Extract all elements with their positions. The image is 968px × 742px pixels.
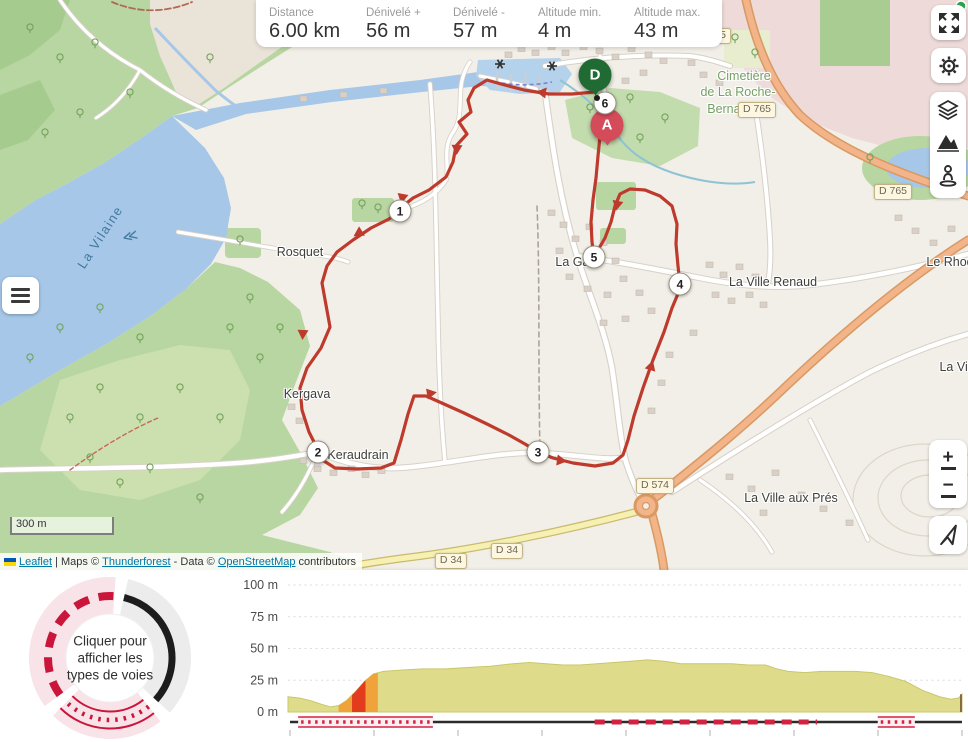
poi-star-icon — [495, 59, 505, 69]
mountain-icon — [937, 135, 959, 153]
navigation-arrow-icon — [940, 524, 957, 546]
stat-block: Altitude max. 43 m — [634, 6, 720, 42]
zoom-out-button[interactable]: − — [940, 475, 956, 498]
stat-label: Dénivelé - — [453, 6, 505, 19]
elevation-panel: Cliquer pour afficher les types de voies 0… — [0, 570, 968, 742]
svg-text:100 m: 100 m — [243, 578, 278, 592]
stat-value: 4 m — [538, 19, 572, 42]
ukraine-flag-icon — [4, 558, 16, 566]
stat-value: 56 m — [366, 19, 411, 42]
stat-value: 57 m — [453, 19, 498, 42]
svg-text:0 m: 0 m — [257, 705, 278, 719]
stat-block: Dénivelé +56 m — [366, 6, 453, 42]
stat-block: Dénivelé -57 m — [453, 6, 538, 42]
stat-label: Altitude min. — [538, 6, 602, 19]
waypoint-marker-1[interactable]: 1 — [388, 199, 412, 223]
settings-button[interactable] — [931, 48, 966, 83]
scale-label: 300 m — [16, 518, 47, 530]
forest-areas — [0, 0, 968, 570]
waypoint-marker-5[interactable]: 5 — [582, 245, 606, 269]
menu-button[interactable] — [2, 277, 39, 314]
osm-link[interactable]: OpenStreetMap — [217, 556, 296, 568]
fullscreen-button[interactable] — [931, 5, 966, 40]
stat-block: Distance 6.00 km — [269, 6, 366, 42]
harbor — [487, 59, 557, 92]
locate-button[interactable] — [929, 516, 967, 554]
leaflet-link[interactable]: Leaflet — [19, 556, 53, 568]
svg-text:75 m: 75 m — [250, 610, 278, 624]
donut-chart — [29, 577, 191, 739]
plus-icon: + — [942, 447, 954, 469]
stat-label: Dénivelé + — [366, 6, 421, 19]
poi-star-icon — [547, 61, 557, 71]
map-attribution: Leaflet | Maps © Thunderforest - Data © … — [0, 553, 363, 570]
layers-button[interactable] — [935, 97, 961, 128]
scale-bar: 300 m — [10, 517, 114, 535]
pegman-icon — [939, 165, 957, 187]
stats-panel: Distance 6.00 km Dénivelé +56 m Dénivelé -5… — [256, 0, 722, 47]
terrain-button[interactable] — [935, 129, 961, 160]
route-anchor-dot — [594, 95, 600, 101]
start-marker-D[interactable]: D — [578, 58, 612, 96]
stat-label: Altitude max. — [634, 6, 701, 19]
waypoint-marker-3[interactable]: 3 — [526, 440, 550, 464]
zoom-controls: + − — [929, 440, 967, 508]
waypoint-marker-2[interactable]: 2 — [306, 440, 330, 464]
minus-icon: − — [942, 475, 954, 497]
fullscreen-icon — [938, 12, 959, 33]
layers-icon — [937, 99, 959, 120]
stat-block: Altitude min. 4 m — [538, 6, 634, 42]
map-canvas[interactable]: Rosquet Kergava Keraudrain La Gare La Ville … — [0, 0, 968, 570]
map-tiles — [0, 0, 968, 570]
waypoint-marker-4[interactable]: 4 — [668, 272, 692, 296]
svg-text:50 m: 50 m — [250, 642, 278, 656]
route-path[interactable] — [297, 78, 682, 471]
stat-label: Distance — [269, 6, 314, 19]
end-marker-A[interactable]: A — [590, 108, 624, 146]
map-tools-group — [930, 92, 966, 198]
stat-value: 6.00 km — [269, 19, 341, 42]
zoom-in-button[interactable]: + — [940, 447, 956, 470]
thunderforest-link[interactable]: Thunderforest — [102, 556, 171, 568]
stat-value: 43 m — [634, 19, 679, 42]
streetview-button[interactable] — [935, 162, 961, 193]
svg-text:25 m: 25 m — [250, 673, 278, 687]
elevation-chart[interactable]: 0 m 25 m 50 m 75 m 100 m — [0, 570, 968, 742]
gear-icon — [939, 56, 958, 75]
hamburger-icon — [11, 288, 30, 291]
